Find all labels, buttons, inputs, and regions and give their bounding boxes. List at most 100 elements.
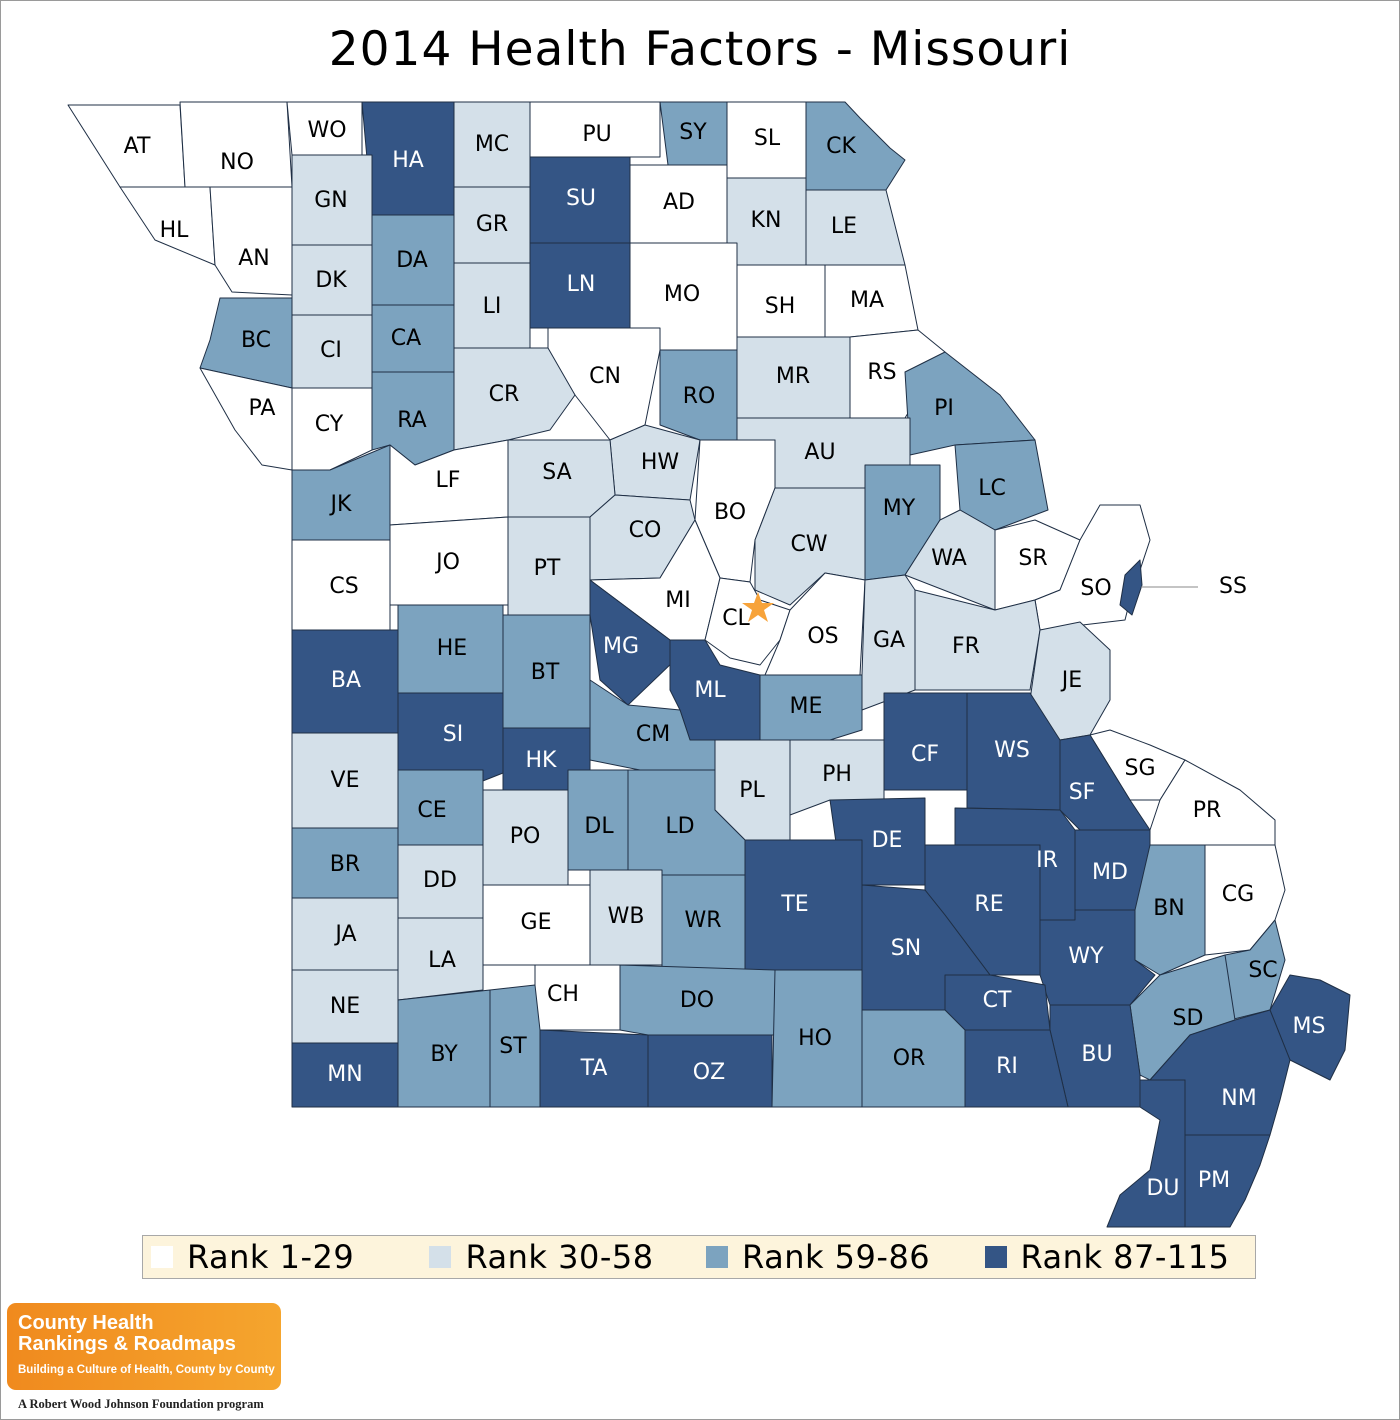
county-label-he: HE [437, 636, 467, 661]
county-label-ho: HO [798, 1026, 832, 1051]
county-label-wb: WB [608, 904, 645, 929]
county-label-cy: CY [315, 412, 344, 437]
county-label-wa: WA [931, 546, 967, 571]
county-label-os: OS [807, 624, 838, 649]
county-label-dl: DL [584, 814, 614, 839]
county-label-ce: CE [417, 798, 446, 823]
county-label-bc: BC [241, 328, 271, 353]
county-label-le: LE [831, 214, 857, 239]
missouri-county-map: AT NO WO HA MC PU SY SL CK HL AN GN DA GR SU AD KN LE DK LI… [67, 101, 1351, 1228]
county-jk [291, 444, 391, 541]
county-label-pu: PU [582, 122, 611, 147]
county-cy [291, 387, 373, 471]
county-label-by: BY [430, 1042, 458, 1067]
legend-label: Rank 87-115 [1020, 1238, 1230, 1276]
county-label-sg: SG [1124, 756, 1155, 781]
county-label-pa: PA [249, 396, 276, 421]
county-label-au: AU [804, 440, 835, 465]
county-label-fr: FR [952, 634, 980, 659]
county-label-ga: GA [873, 628, 905, 653]
county-label-ja: JA [333, 922, 356, 947]
county-label-jo: JO [434, 550, 460, 575]
county-label-rs: RS [867, 360, 896, 385]
legend-item-rank-30-58: Rank 30-58 [421, 1238, 698, 1276]
county-label-ss: SS [1219, 574, 1247, 599]
county-label-de: DE [872, 828, 903, 853]
county-label-lf: LF [436, 468, 461, 493]
county-ms [1269, 974, 1351, 1081]
county-label-ch: CH [547, 982, 579, 1007]
county-du [1106, 1079, 1186, 1228]
county-label-ir: IR [1036, 848, 1058, 873]
logo-line-1: County Health [18, 1312, 154, 1334]
county-cw [754, 487, 866, 606]
county-label-mi: MI [665, 588, 690, 613]
county-label-ba: BA [331, 668, 361, 693]
county-label-re: RE [974, 892, 1003, 917]
county-label-la: LA [428, 948, 456, 973]
county-label-md: MD [1092, 860, 1128, 885]
county-label-ci: CI [320, 338, 342, 363]
county-label-dk: DK [315, 268, 347, 293]
county-label-sr: SR [1018, 546, 1047, 571]
county-an [209, 186, 293, 296]
county-label-pl: PL [739, 778, 765, 803]
county-label-ca: CA [391, 326, 421, 351]
county-label-mn: MN [327, 1062, 362, 1087]
county-label-ph: PH [822, 762, 852, 787]
county-label-ra: RA [397, 408, 426, 433]
map-title: 2014 Health Factors - Missouri [328, 22, 1072, 77]
county-label-si: SI [443, 722, 463, 747]
county-label-mr: MR [776, 364, 810, 389]
county-label-cn: CN [589, 364, 621, 389]
county-label-bt: BT [531, 660, 560, 685]
legend-item-rank-59-86: Rank 59-86 [698, 1238, 976, 1276]
county-label-hw: HW [641, 450, 680, 475]
county-label-sl: SL [754, 126, 781, 151]
county-label-ms: MS [1293, 1014, 1326, 1039]
county-label-hk: HK [526, 748, 558, 773]
county-label-pt: PT [534, 556, 561, 581]
county-label-jk: JK [329, 492, 352, 517]
logo-line-2: Rankings & Roadmaps [18, 1333, 236, 1355]
county-pi [904, 351, 1036, 456]
capital-star-icon [742, 592, 774, 622]
county-ss [1119, 559, 1143, 616]
county-label-mg: MG [603, 634, 639, 659]
legend-label: Rank 1-29 [187, 1238, 355, 1276]
county-mn [291, 1042, 399, 1108]
county-health-rankings-logo: County Health Rankings & Roadmaps Buildi… [7, 1303, 281, 1390]
county-label-ml: ML [694, 678, 726, 703]
county-label-ge: GE [521, 910, 552, 935]
county-label-da: DA [396, 248, 428, 273]
county-ri [964, 1029, 1069, 1108]
county-label-gn: GN [314, 188, 348, 213]
county-label-cf: CF [911, 742, 939, 767]
county-label-su: SU [566, 186, 596, 211]
county-label-li: LI [483, 294, 502, 319]
county-label-pi: PI [934, 396, 954, 421]
county-label-ld: LD [665, 814, 694, 839]
legend-swatch [429, 1246, 452, 1268]
county-label-me: ME [790, 694, 823, 719]
legend-item-rank-87-115: Rank 87-115 [977, 1238, 1255, 1276]
county-label-ve: VE [331, 768, 360, 793]
county-label-hl: HL [160, 218, 190, 243]
legend-swatch [151, 1246, 173, 1268]
county-label-sa: SA [542, 460, 571, 485]
county-label-wr: WR [684, 908, 721, 933]
county-label-sc: SC [1248, 958, 1277, 983]
county-label-sn: SN [891, 936, 921, 961]
county-label-ro: RO [683, 384, 716, 409]
county-label-te: TE [780, 892, 808, 917]
county-regions [67, 101, 1351, 1228]
county-lc [954, 439, 1049, 531]
county-pa [199, 367, 293, 471]
county-label-po: PO [510, 824, 541, 849]
county-label-cw: CW [790, 532, 827, 557]
county-labels: AT NO WO HA MC PU SY SL CK HL AN GN DA GR SU AD KN LE DK LI… [124, 118, 1326, 1201]
county-label-an: AN [238, 246, 270, 271]
legend-swatch [706, 1246, 729, 1268]
county-pu [529, 101, 661, 158]
county-label-wy: WY [1068, 944, 1104, 969]
